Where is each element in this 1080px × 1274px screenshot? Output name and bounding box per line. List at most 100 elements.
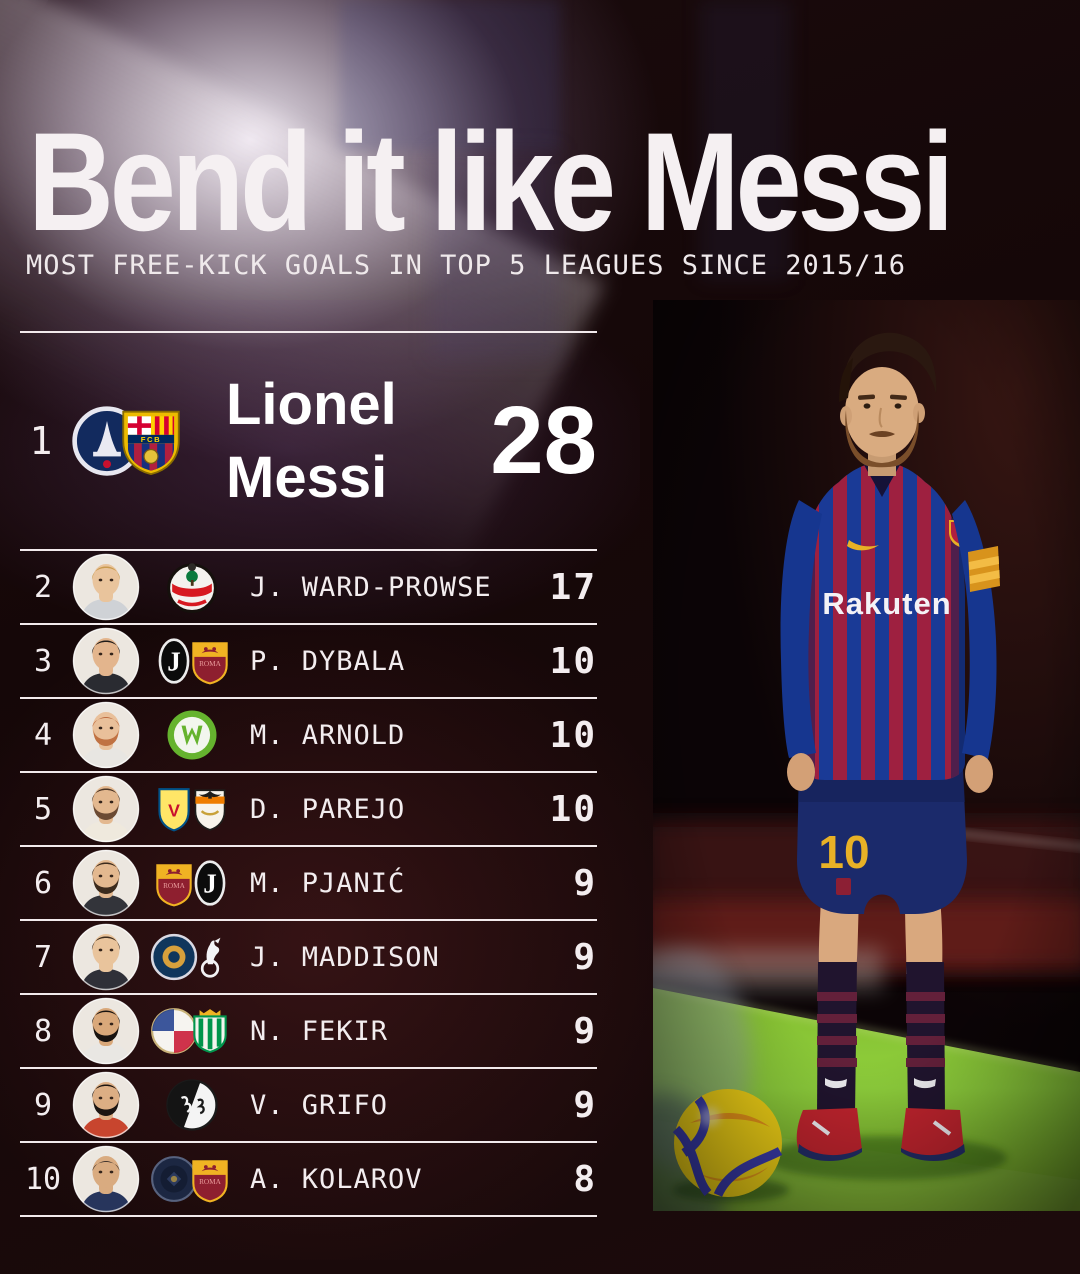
player-avatar — [72, 701, 140, 769]
rank-number: 2 — [33, 569, 53, 605]
svg-text:J: J — [203, 868, 217, 898]
player-name: J. MADDISON — [250, 941, 440, 973]
ranking-row: 4 M. ARNOLD 10 — [20, 697, 597, 771]
betis-badge-icon — [193, 1009, 227, 1053]
player-last-name: Messi — [226, 445, 388, 510]
ranking-rows: 2 J. WARD-PROWSE 17 3 J ROMA P. DYBALA 10… — [20, 549, 597, 1215]
juventus-badge-icon: J — [158, 638, 190, 684]
ranking-row: 5 V D. PAREJO 10 — [20, 771, 597, 845]
player-name: Lionel Messi — [226, 368, 397, 514]
roma-badge-icon: ROMA — [156, 864, 192, 907]
club-badges — [142, 1006, 242, 1056]
player-photo — [72, 997, 140, 1065]
goals-count: 9 — [573, 1084, 597, 1126]
ranking-row: 10 ROMA A. KOLAROV 8 — [20, 1141, 597, 1215]
player-avatar — [72, 997, 140, 1065]
background-block-decoration — [340, 0, 560, 150]
rank-number: 8 — [33, 1013, 53, 1049]
rank-number: 1 — [29, 419, 53, 463]
ranking-row: 7 J. MADDISON 9 — [20, 919, 597, 993]
player-photo — [72, 627, 140, 695]
rank-number: 5 — [33, 791, 53, 827]
ranking-row: 8 N. FEKIR 9 — [20, 993, 597, 1067]
player-photo — [72, 849, 140, 917]
roma-badge-icon: ROMA — [192, 1160, 228, 1203]
goals-count: 10 — [549, 714, 597, 756]
goals-count: 8 — [573, 1158, 597, 1200]
player-photo — [72, 1145, 140, 1213]
page-title: Bend it like Messi — [28, 103, 954, 260]
player-name: M. PJANIĆ — [250, 867, 406, 899]
rank-number: 9 — [33, 1087, 53, 1123]
juventus-badge-icon: J — [194, 860, 226, 906]
player-avatar — [72, 553, 140, 621]
goals-count: 9 — [573, 1010, 597, 1052]
svg-text:ROMA: ROMA — [199, 660, 222, 668]
wolfsburg-badge-icon — [167, 710, 217, 760]
ranking-row: 9 V. GRIFO 9 — [20, 1067, 597, 1141]
goals-count: 17 — [549, 566, 597, 608]
leicester-badge-icon — [150, 933, 198, 981]
player-avatar — [72, 1071, 140, 1139]
page-subtitle: MOST FREE-KICK GOALS IN TOP 5 LEAGUES SI… — [26, 250, 907, 281]
goals-count: 9 — [573, 862, 597, 904]
player-name: N. FEKIR — [250, 1015, 389, 1047]
club-badges — [142, 932, 242, 982]
club-badges: J ROMA — [142, 636, 242, 686]
rank-number: 6 — [33, 865, 53, 901]
club-badges: FCB — [70, 402, 188, 480]
goals-count: 28 — [490, 387, 597, 494]
freiburg-badge-icon — [166, 1079, 218, 1131]
goals-count: 9 — [573, 936, 597, 978]
light-flare-decoration — [0, 0, 660, 460]
mancity-badge-icon — [151, 1156, 197, 1202]
svg-text:ROMA: ROMA — [163, 882, 186, 890]
player-name: A. KOLAROV — [250, 1163, 423, 1195]
player-photo — [72, 553, 140, 621]
player-name: V. GRIFO — [250, 1089, 389, 1121]
player-avatar — [72, 775, 140, 843]
player-name: M. ARNOLD — [250, 719, 406, 751]
ranking-row: 2 J. WARD-PROWSE 17 — [20, 549, 597, 623]
player-avatar — [72, 849, 140, 917]
svg-text:FCB: FCB — [141, 435, 161, 444]
player-name: D. PAREJO — [250, 793, 406, 825]
vignette — [653, 300, 1080, 1211]
svg-text:ROMA: ROMA — [199, 1178, 222, 1186]
rank-number: 4 — [33, 717, 53, 753]
player-photo — [72, 775, 140, 843]
svg-text:V: V — [168, 800, 180, 820]
tottenham-badge-icon — [200, 937, 221, 978]
player-photo — [72, 1071, 140, 1139]
club-badges — [142, 707, 242, 763]
background-block-decoration — [700, 0, 790, 280]
player-first-name: Lionel — [226, 371, 397, 437]
player-avatar — [72, 923, 140, 991]
rank-number: 7 — [33, 939, 53, 975]
messi-photo: 10 — [653, 300, 1080, 1211]
player-avatar — [72, 627, 140, 695]
player-name: J. WARD-PROWSE — [250, 571, 492, 603]
club-badges: V — [142, 784, 242, 834]
ranking-row: 6 ROMA J M. PJANIĆ 9 — [20, 845, 597, 919]
background-block-decoration — [430, 150, 560, 360]
southampton-badge-icon — [167, 563, 217, 613]
player-photo — [72, 701, 140, 769]
ranking-row-leader: 1 FCB Lionel Messi 28 — [20, 331, 597, 549]
roma-badge-icon: ROMA — [192, 642, 228, 685]
messi-photo-illustration: 10 — [653, 300, 1080, 1211]
ranking-list: 1 FCB Lionel Messi 28 2 J. WARD-PROWSE 1… — [20, 331, 597, 1217]
club-badges: ROMA J — [142, 858, 242, 908]
player-photo — [72, 923, 140, 991]
valencia-badge-icon — [194, 789, 226, 831]
ranking-row: 3 J ROMA P. DYBALA 10 — [20, 623, 597, 697]
barcelona-badge-icon: FCB — [122, 410, 180, 476]
rank-number: 3 — [33, 643, 53, 679]
rank-number: 10 — [24, 1161, 62, 1197]
player-name: P. DYBALA — [250, 645, 406, 677]
svg-text:J: J — [167, 646, 181, 676]
club-badges: ROMA — [142, 1154, 242, 1204]
goals-count: 10 — [549, 640, 597, 682]
club-badges — [142, 1077, 242, 1133]
